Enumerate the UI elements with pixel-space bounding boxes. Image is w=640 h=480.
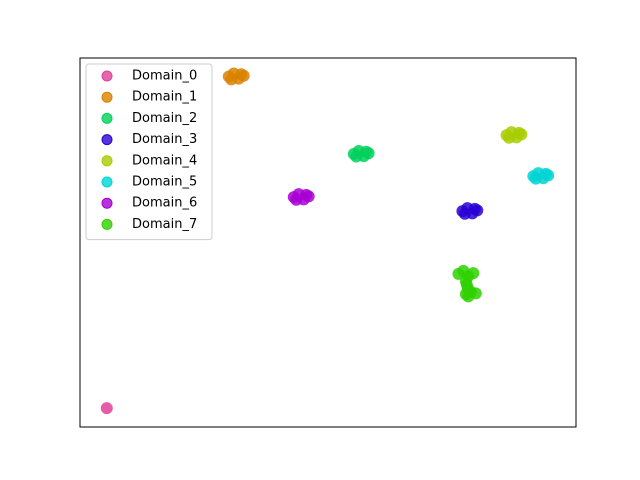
point: [462, 290, 475, 303]
point: [529, 172, 542, 185]
legend-label: Domain_5: [132, 175, 197, 190]
legend-label: Domain_6: [132, 196, 197, 211]
point: [290, 193, 303, 206]
legend-marker: [101, 134, 113, 146]
legend-label: Domain_0: [132, 69, 197, 84]
legend-label: Domain_2: [132, 111, 197, 126]
legend-marker: [101, 112, 113, 124]
legend-marker: [101, 197, 113, 209]
legend-label: Domain_4: [132, 153, 197, 168]
legend-label: Domain_3: [132, 132, 197, 147]
point: [539, 167, 552, 180]
point: [100, 402, 113, 415]
point: [235, 68, 248, 81]
point: [350, 150, 363, 163]
point: [503, 131, 516, 144]
point: [467, 267, 480, 280]
legend-marker: [101, 70, 113, 82]
legend-box: [85, 63, 213, 241]
legend-marker: [101, 91, 113, 103]
legend-label: Domain_7: [132, 217, 197, 232]
point: [512, 126, 525, 139]
point: [458, 207, 471, 220]
point: [468, 202, 481, 215]
point: [360, 145, 373, 158]
legend-marker: [101, 218, 113, 230]
point: [300, 188, 313, 201]
legend-marker: [101, 155, 113, 167]
legend-marker: [101, 176, 113, 188]
legend-label: Domain_1: [132, 90, 197, 105]
point: [225, 73, 238, 86]
